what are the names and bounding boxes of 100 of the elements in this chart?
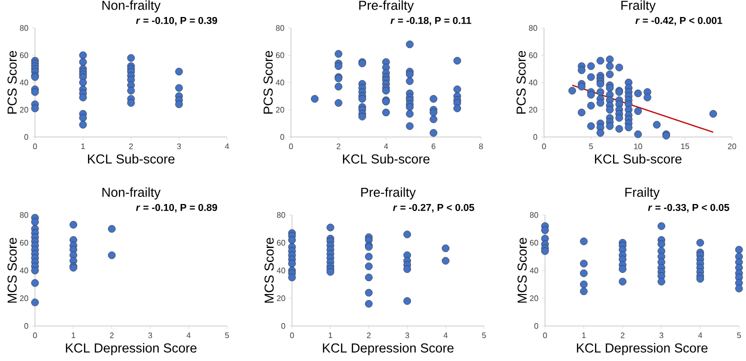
point	[580, 280, 588, 288]
point	[580, 288, 588, 296]
point	[31, 298, 39, 306]
y-axis-title: PCS Score	[8, 50, 17, 114]
x-tick-label: 15	[681, 144, 690, 150]
x-tick-label: 1	[582, 332, 586, 338]
point	[406, 110, 414, 118]
point	[618, 278, 626, 286]
x-tick-label: 0	[33, 332, 37, 338]
x-tick-label: 5	[589, 144, 593, 150]
y-axis-title: MCS Score	[8, 238, 17, 303]
chart-title: Frailty	[625, 187, 660, 200]
point	[79, 94, 87, 102]
x-axis-title: KCL Depression Score	[322, 343, 454, 356]
y-tick-label: 40	[276, 268, 286, 274]
chart-title: Frailty	[621, 0, 656, 12]
y-axis-title: PCS Score	[516, 50, 526, 114]
x-tick-label: 2	[129, 144, 133, 150]
point	[382, 86, 390, 94]
x-tick-label: 20	[728, 144, 736, 150]
point	[108, 251, 116, 260]
chart-title: Non-frailty	[102, 0, 161, 12]
point	[658, 222, 666, 230]
y-tick-label: 0	[534, 323, 538, 329]
y-tick-label: 0	[281, 323, 286, 329]
y-tick-label: 20	[276, 106, 284, 113]
x-tick-label: 6	[432, 144, 436, 150]
y-tick-label: 40	[276, 80, 284, 86]
point	[334, 99, 342, 107]
point	[326, 268, 334, 276]
y-tick-label: 80	[20, 25, 28, 31]
point	[406, 40, 414, 48]
y-tick-label: 0	[280, 134, 284, 140]
x-tick-label: 0	[542, 144, 546, 150]
point	[334, 50, 342, 58]
point	[430, 129, 438, 137]
y-tick-label: 60	[276, 240, 286, 246]
point	[365, 288, 373, 296]
x-tick-label: 0	[289, 144, 293, 150]
x-axis-title: KCL Depression Score	[576, 343, 708, 356]
point	[453, 104, 462, 112]
point	[310, 95, 319, 103]
text: r = -0.42, P < 0.001	[635, 16, 722, 26]
point	[403, 230, 412, 238]
point	[453, 56, 462, 64]
point	[127, 86, 135, 94]
chart-title: Non-frailty	[102, 187, 161, 200]
point	[358, 95, 366, 103]
y-tick-label: 20	[20, 295, 28, 302]
x-tick-label: 1	[328, 332, 332, 338]
x-tick-label: 8	[479, 144, 483, 150]
x-tick-label: 2	[336, 144, 340, 150]
point	[288, 260, 296, 268]
point	[70, 220, 78, 229]
x-tick-label: 3	[177, 144, 181, 150]
point	[288, 274, 296, 282]
y-tick-label: 60	[20, 240, 28, 246]
point	[175, 84, 183, 92]
x-tick-label: 5	[737, 332, 741, 338]
point	[580, 260, 588, 268]
y-tick-label: 40	[20, 80, 28, 86]
point	[365, 274, 373, 282]
point	[430, 95, 438, 103]
point	[31, 266, 39, 274]
point	[580, 238, 588, 246]
point	[442, 256, 450, 265]
x-tick-label: 4	[186, 332, 191, 338]
x-tick-label: 3	[405, 332, 410, 338]
x-tick-label: 5	[225, 332, 229, 338]
x-axis-title: KCL Depression Score	[66, 343, 197, 356]
y-tick-label: 80	[530, 212, 538, 218]
point	[658, 240, 666, 248]
x-axis-title: KCL Sub-score	[595, 154, 682, 164]
x-tick-label: 4	[384, 144, 388, 150]
x-tick-label: 4	[224, 144, 229, 150]
point	[365, 262, 373, 270]
point	[334, 62, 342, 70]
y-axis-title: MCS Score	[264, 238, 274, 303]
point	[430, 115, 438, 124]
y-tick-label: 60	[20, 52, 28, 58]
point	[406, 122, 414, 130]
point	[442, 244, 450, 252]
y-tick-label: 40	[20, 268, 28, 274]
y-tick-label: 0	[24, 134, 28, 140]
x-tick-label: 2	[366, 332, 371, 338]
y-tick-label: 20	[276, 295, 286, 302]
x-tick-label: 1	[81, 144, 85, 150]
point	[79, 51, 87, 60]
text: r = -0.27, P < 0.05	[393, 204, 474, 212]
point	[618, 265, 626, 273]
y-tick-label: 80	[528, 25, 538, 31]
point	[175, 68, 183, 76]
x-tick-label: 4	[698, 332, 702, 338]
x-tick-label: 2	[110, 332, 114, 338]
point	[541, 247, 549, 255]
x-tick-label: 5	[482, 332, 486, 338]
x-tick-label: 10	[634, 144, 642, 150]
x-tick-label: 0	[290, 332, 294, 338]
point	[79, 114, 87, 122]
y-tick-label: 60	[529, 52, 538, 58]
